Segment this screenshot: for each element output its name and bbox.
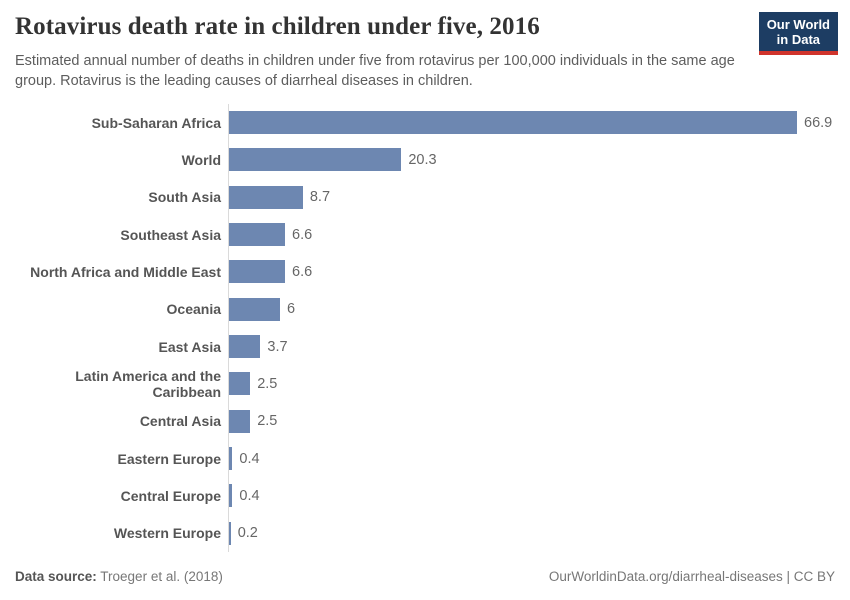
owid-url-link[interactable]: OurWorldinData.org/diarrheal-diseases | …	[548, 569, 835, 584]
bar-area: 0.2	[228, 514, 850, 552]
bar	[229, 484, 233, 508]
bar-area: 66.9	[228, 104, 850, 142]
bar-area: 20.3	[228, 141, 850, 179]
category-label: Oceania	[166, 301, 221, 318]
chart-row: East Asia 3.7	[15, 327, 850, 366]
chart-row: World 20.3	[15, 141, 850, 179]
data-source: Data source: Troeger et al. (2018)	[15, 569, 223, 584]
bar	[229, 260, 286, 284]
chart-row: Western Europe 0.2	[15, 514, 850, 552]
bar	[229, 148, 402, 172]
category-label: Latin America and the Caribbean	[75, 367, 221, 400]
chart-footer: Data source: Troeger et al. (2018) OurWo…	[15, 569, 835, 584]
category-label: East Asia	[158, 338, 221, 355]
bar	[229, 372, 251, 396]
bar	[229, 447, 233, 471]
bar	[229, 335, 261, 359]
bar	[229, 409, 251, 433]
chart-title: Rotavirus death rate in children under f…	[15, 13, 540, 40]
value-label: 3.7	[267, 338, 288, 355]
value-label: 2.5	[257, 413, 278, 430]
bar-area: 2.5	[228, 365, 850, 403]
value-label: 0.2	[237, 525, 258, 542]
bar-chart: Sub-Saharan Africa 66.9 World 20.3 South Asi…	[15, 104, 850, 552]
chart-row: Central Asia 2.5	[15, 402, 850, 440]
chart-row: Latin America and the Caribbean 2.5	[15, 365, 850, 403]
category-label: Sub-Saharan Africa	[91, 114, 221, 131]
value-label: 6	[286, 301, 296, 318]
chart-row: North Africa and Middle East 6.6	[15, 253, 850, 291]
owid-logo-line1: Our World	[766, 17, 830, 32]
chart-row: Central Europe 0.4	[15, 477, 850, 515]
chart-row: Southeast Asia 6.6	[15, 215, 850, 254]
data-source-value: Troeger et al. (2018)	[100, 569, 223, 584]
chart-subtitle: Estimated annual number of deaths in chi…	[15, 53, 735, 89]
value-label: 8.7	[309, 189, 331, 206]
bar-area: 6.6	[228, 215, 850, 254]
bar	[229, 223, 286, 247]
category-label: Eastern Europe	[117, 450, 221, 467]
category-label: World	[181, 151, 221, 168]
category-label: Central Europe	[120, 487, 221, 504]
bar-area: 6	[228, 290, 850, 328]
bar-area: 2.5	[228, 402, 850, 440]
category-label: Western Europe	[113, 525, 221, 542]
bar	[229, 111, 797, 135]
value-label: 66.9	[804, 114, 833, 131]
bar	[229, 185, 303, 209]
value-label: 0.4	[239, 450, 260, 467]
category-label: Central Asia	[139, 413, 221, 430]
bar-area: 8.7	[228, 178, 850, 216]
value-label: 20.3	[408, 151, 437, 168]
chart-row: South Asia 8.7	[15, 178, 850, 216]
owid-logo-line2: in Data	[776, 32, 821, 47]
category-label: North Africa and Middle East	[30, 263, 221, 280]
category-label: South Asia	[148, 189, 221, 206]
bar-area: 0.4	[228, 439, 850, 478]
category-label: Southeast Asia	[120, 226, 221, 243]
chart-row: Eastern Europe 0.4	[15, 439, 850, 478]
chart-row: Sub-Saharan Africa 66.9	[15, 104, 850, 142]
data-source-label: Data source:	[15, 569, 97, 584]
owid-logo[interactable]: Our World in Data	[758, 12, 838, 55]
bar-area: 0.4	[228, 477, 850, 515]
value-label: 6.6	[292, 263, 313, 280]
bar-area: 3.7	[228, 327, 850, 366]
value-label: 6.6	[292, 226, 313, 243]
bar	[229, 297, 280, 321]
chart-row: Oceania 6	[15, 290, 850, 328]
bar	[229, 521, 231, 545]
value-label: 2.5	[257, 375, 278, 392]
bar-area: 6.6	[228, 253, 850, 291]
value-label: 0.4	[239, 487, 260, 504]
